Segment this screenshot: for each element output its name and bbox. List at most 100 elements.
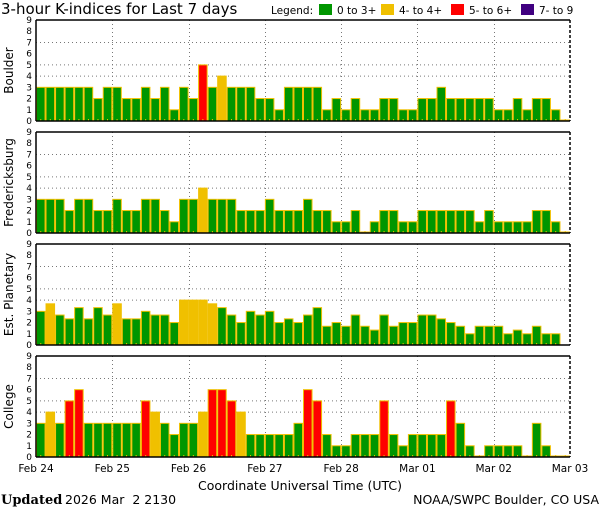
k-index-bar	[436, 86, 447, 122]
k-index-bar	[531, 210, 542, 234]
k-index-bar	[121, 422, 132, 458]
k-index-bar	[83, 422, 94, 458]
k-index-bar	[45, 198, 56, 234]
k-index-bar	[541, 98, 551, 122]
k-index-bar	[360, 434, 370, 458]
k-index-bar	[45, 411, 56, 458]
x-tick-label: Feb 25	[95, 463, 130, 475]
k-index-bar	[293, 86, 304, 122]
legend-item-label: 7- to 9	[539, 5, 573, 17]
y-tick-label: 2	[26, 319, 32, 329]
k-index-bar	[303, 86, 313, 122]
k-index-bar	[188, 299, 199, 346]
k-index-bar	[264, 98, 275, 122]
k-index-bar	[312, 210, 323, 234]
k-index-bar	[112, 86, 122, 122]
k-index-bar	[360, 325, 370, 346]
k-index-bar	[293, 322, 304, 346]
k-index-bar	[236, 411, 246, 458]
legend-swatch	[319, 4, 332, 15]
k-index-bar	[541, 210, 551, 234]
y-tick-label: 0	[26, 453, 32, 463]
y-tick-label: 2	[26, 95, 32, 105]
k-index-bar	[417, 98, 427, 122]
y-tick-label: 3	[26, 83, 32, 93]
y-tick-label: 7	[26, 38, 32, 48]
k-index-bar	[36, 310, 46, 346]
x-tick-label: Feb 26	[171, 463, 207, 475]
legend-swatch	[381, 4, 394, 15]
k-index-bar	[446, 400, 456, 458]
x-axis-ticks: Feb 24 Feb 25 Feb 26 Feb 27 Feb 28 Mar 01 Mar …	[18, 463, 588, 475]
y-tick-label: 5	[26, 285, 32, 295]
legend: Legend: 0 to 3+ 4- to 4+ 5- to 6+ 7- to 9	[271, 4, 573, 17]
k-index-bar	[426, 98, 437, 122]
k-index-bar	[322, 434, 332, 458]
k-index-bar	[369, 329, 380, 346]
k-index-bar	[493, 325, 504, 346]
k-index-bar	[236, 86, 246, 122]
k-index-bar	[198, 411, 208, 458]
legend-label: Legend:	[271, 5, 313, 17]
k-index-bar	[341, 325, 351, 346]
k-index-bar	[198, 299, 208, 346]
y-tick-label: 5	[26, 61, 32, 71]
k-index-bar	[388, 325, 399, 346]
legend-item-label: 0 to 3+	[337, 5, 376, 17]
k-index-bar	[331, 322, 342, 346]
updated-time: 2026 Mar 2 2130	[65, 492, 176, 507]
k-index-bar	[55, 422, 65, 458]
k-index-bar	[102, 210, 113, 234]
k-index-bar	[312, 307, 323, 346]
k-index-bar	[379, 400, 389, 458]
k-index-bar	[93, 307, 103, 346]
k-index-bar	[217, 198, 227, 234]
k-index-bar	[207, 86, 218, 122]
k-index-bar	[350, 314, 361, 346]
k-index-bar	[226, 400, 237, 458]
k-index-bar	[159, 86, 170, 122]
panel-label: College	[2, 384, 16, 429]
k-index-bar	[159, 210, 170, 234]
k-index-bar	[217, 307, 227, 346]
y-tick-label: 8	[26, 139, 32, 149]
k-index-bar	[131, 210, 141, 234]
k-index-bar	[446, 98, 456, 122]
y-tick-label: 9	[26, 128, 32, 138]
y-tick-label: 8	[26, 363, 32, 373]
y-tick-label: 4	[26, 72, 32, 82]
k-index-bar	[531, 325, 542, 346]
y-tick-label: 0	[26, 117, 32, 127]
k-index-bar	[121, 210, 132, 234]
k-index-bar	[36, 422, 46, 458]
y-tick-label: 4	[26, 296, 32, 306]
k-index-bar	[388, 434, 399, 458]
y-tick-label: 9	[26, 16, 32, 26]
k-index-bar	[198, 187, 208, 234]
k-index-bar	[322, 325, 332, 346]
legend-item-label: 4- to 4+	[399, 5, 442, 17]
k-index-bar	[93, 210, 103, 234]
k-index-bar	[140, 198, 151, 234]
chart-title: 3-hour K-indices for Last 7 days	[1, 0, 237, 18]
k-index-bar	[331, 98, 342, 122]
x-tick-label: Mar 02	[475, 463, 512, 475]
k-index-bar	[303, 389, 313, 458]
k-index-bar	[131, 422, 141, 458]
y-tick-label: 4	[26, 184, 32, 194]
legend-item-label: 5- to 6+	[469, 5, 512, 17]
y-tick-label: 3	[26, 419, 32, 429]
y-tick-label: 8	[26, 27, 32, 37]
k-index-bar	[283, 86, 294, 122]
k-index-bar	[417, 210, 427, 234]
y-tick-label: 1	[26, 106, 32, 116]
k-index-bar	[379, 314, 389, 346]
y-tick-label: 3	[26, 195, 32, 205]
k-index-bar	[226, 198, 237, 234]
k-index-bar	[112, 198, 122, 234]
k-index-bar	[255, 98, 265, 122]
k-index-bar	[446, 210, 456, 234]
k-index-bar	[274, 434, 284, 458]
k-index-bar	[388, 210, 399, 234]
